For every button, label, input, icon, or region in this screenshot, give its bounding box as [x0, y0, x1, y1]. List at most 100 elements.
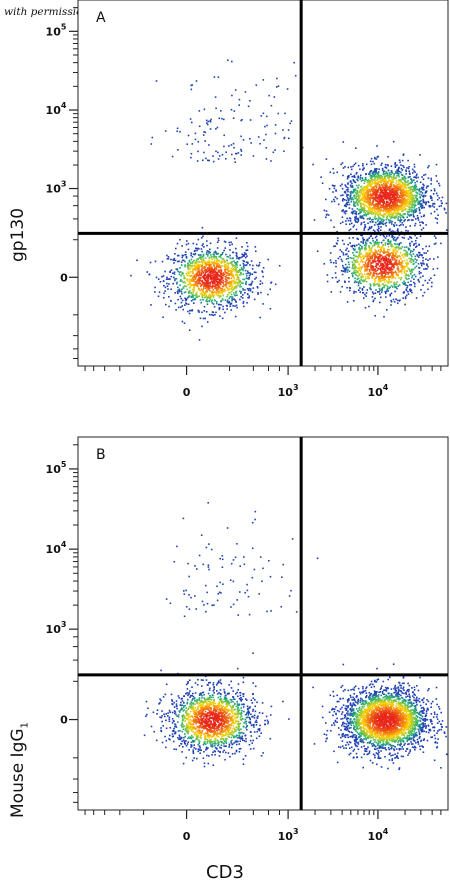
scatter-point — [406, 251, 408, 254]
scatter-point — [392, 254, 395, 257]
scatter-point — [191, 143, 194, 145]
scatter-point — [383, 235, 385, 238]
scatter-point — [210, 285, 213, 288]
scatter-point — [422, 259, 424, 262]
scatter-point — [354, 219, 356, 221]
scatter-point — [204, 698, 206, 700]
scatter-point — [189, 309, 191, 312]
scatter-point — [374, 242, 377, 244]
scatter-point — [191, 265, 194, 267]
scatter-point — [395, 180, 398, 182]
scatter-point — [217, 286, 219, 289]
scatter-point — [196, 258, 199, 260]
scatter-point — [432, 203, 434, 205]
scatter-point — [355, 255, 357, 257]
scatter-point — [396, 171, 399, 174]
scatter-point — [384, 209, 387, 212]
scatter-point — [370, 257, 373, 260]
scatter-point — [202, 290, 204, 293]
scatter-point — [164, 286, 167, 289]
scatter-point — [367, 195, 369, 197]
scatter-point — [212, 314, 214, 317]
scatter-point — [395, 171, 397, 173]
scatter-point — [345, 253, 347, 256]
scatter-point — [354, 260, 357, 262]
scatter-point — [176, 281, 178, 284]
scatter-point — [248, 707, 251, 709]
scatter-point — [381, 162, 383, 165]
scatter-point — [370, 209, 372, 211]
scatter-point — [368, 180, 371, 182]
scatter-point — [387, 201, 389, 203]
scatter-point — [253, 717, 256, 719]
scatter-point — [379, 229, 382, 231]
scatter-point — [395, 190, 398, 192]
scatter-point — [273, 96, 276, 98]
scatter-point — [380, 291, 383, 293]
scatter-point — [233, 146, 235, 149]
scatter-point — [248, 287, 251, 290]
scatter-point — [200, 260, 203, 262]
scatter-point — [374, 181, 376, 184]
scatter-point — [391, 223, 393, 225]
scatter-point — [216, 282, 219, 285]
scatter-point — [335, 262, 337, 264]
scatter-point — [367, 228, 370, 231]
scatter-point — [388, 255, 390, 258]
scatter-point — [382, 271, 384, 274]
scatter-point — [195, 265, 197, 267]
scatter-point — [215, 713, 218, 715]
scatter-point — [375, 185, 378, 188]
scatter-point — [184, 304, 186, 306]
scatter-point — [389, 254, 392, 256]
scatter-point — [402, 193, 404, 196]
scatter-point — [200, 301, 202, 304]
scatter-point — [411, 250, 414, 253]
scatter-point — [378, 277, 381, 280]
scatter-point — [376, 275, 379, 278]
scatter-point — [385, 264, 387, 267]
scatter-point — [268, 94, 270, 97]
scatter-point — [164, 130, 167, 132]
scatter-point — [390, 194, 393, 196]
scatter-point — [363, 208, 366, 210]
scatter-point — [187, 272, 190, 274]
scatter-point — [376, 197, 378, 200]
scatter-point — [364, 192, 367, 195]
scatter-point — [212, 291, 214, 294]
scatter-point — [195, 274, 198, 277]
scatter-point — [367, 222, 369, 225]
scatter-point — [194, 281, 197, 283]
scatter-point — [215, 267, 218, 269]
scatter-point — [371, 275, 373, 278]
scatter-point — [401, 266, 403, 269]
scatter-point — [209, 128, 212, 130]
scatter-point — [396, 164, 398, 166]
scatter-point — [356, 199, 359, 201]
scatter-point — [222, 712, 225, 715]
scatter-point — [415, 261, 417, 264]
scatter-point — [353, 195, 355, 197]
scatter-point — [383, 184, 386, 186]
scatter-point — [320, 176, 322, 178]
scatter-point — [276, 86, 278, 88]
scatter-point — [254, 278, 256, 280]
scatter-point — [203, 296, 206, 299]
scatter-point — [167, 278, 169, 280]
scatter-point — [435, 175, 438, 177]
scatter-point — [200, 254, 202, 256]
scatter-point — [207, 282, 210, 285]
scatter-point — [203, 267, 205, 270]
scatter-point — [365, 163, 368, 166]
scatter-point — [405, 264, 408, 267]
scatter-point — [405, 253, 407, 255]
scatter-point — [195, 80, 198, 82]
scatter-point — [185, 711, 187, 713]
scatter-point — [217, 278, 220, 280]
x-tick-label: 104 — [367, 383, 388, 399]
scatter-point — [394, 162, 397, 164]
scatter-point — [202, 289, 204, 292]
scatter-point — [398, 300, 401, 302]
scatter-point — [278, 265, 281, 267]
scatter-point — [375, 200, 377, 202]
